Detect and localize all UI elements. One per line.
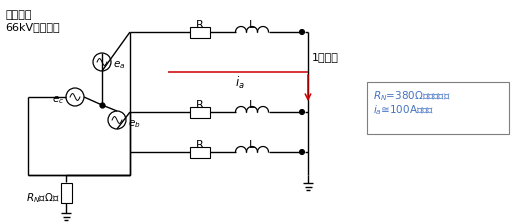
Circle shape — [300, 149, 305, 155]
Circle shape — [300, 109, 305, 114]
Circle shape — [300, 29, 305, 35]
Text: $i_a$≅100Aとなる: $i_a$≅100Aとなる — [373, 103, 434, 117]
Text: L: L — [249, 100, 255, 110]
Text: $e_b$: $e_b$ — [128, 118, 140, 130]
FancyBboxPatch shape — [367, 82, 509, 134]
Text: $R_N$（Ω）: $R_N$（Ω） — [27, 191, 60, 205]
Text: R: R — [196, 20, 204, 30]
Text: $R_N$=380Ωとすると、: $R_N$=380Ωとすると、 — [373, 89, 451, 103]
Bar — [190, 147, 210, 157]
Text: $e_c$: $e_c$ — [51, 94, 64, 106]
Text: R: R — [196, 140, 204, 150]
Bar — [60, 183, 72, 203]
Text: R: R — [196, 100, 204, 110]
Text: 66kV電力系統: 66kV電力系統 — [5, 22, 60, 32]
Text: $e_a$: $e_a$ — [113, 59, 125, 71]
Text: L: L — [249, 140, 255, 150]
Text: $i_a$: $i_a$ — [235, 75, 245, 91]
Bar — [190, 107, 210, 118]
Bar — [190, 27, 210, 37]
Text: 1線地絡: 1線地絡 — [312, 52, 339, 62]
Text: L: L — [249, 20, 255, 30]
Text: 例えば、: 例えば、 — [5, 10, 32, 20]
